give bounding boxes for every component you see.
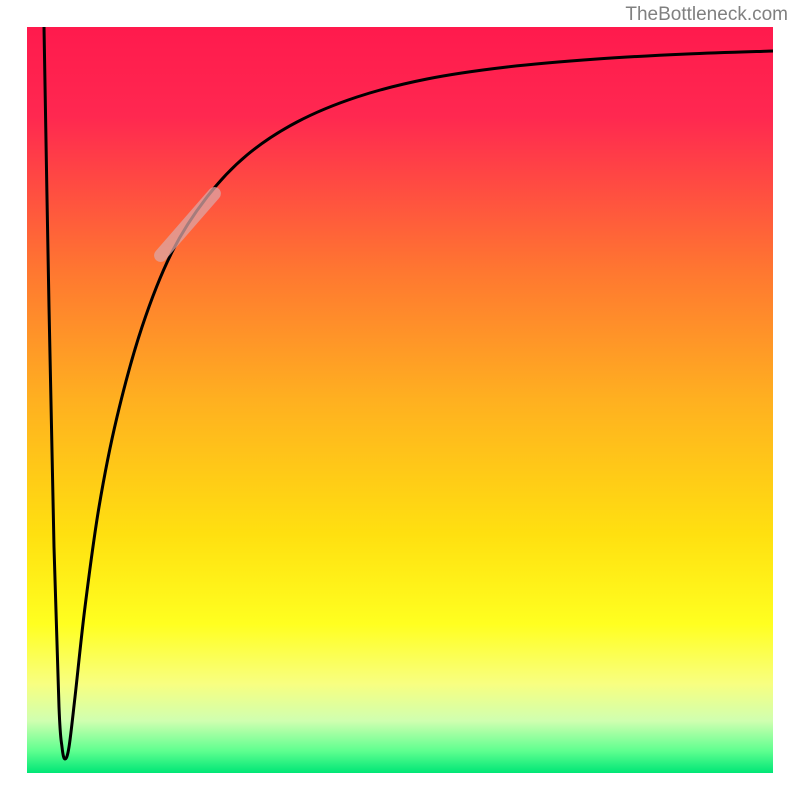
chart-frame — [27, 27, 773, 773]
curve-line — [44, 27, 773, 759]
bottleneck-curve — [27, 27, 773, 773]
watermark-text: TheBottleneck.com — [625, 4, 788, 26]
